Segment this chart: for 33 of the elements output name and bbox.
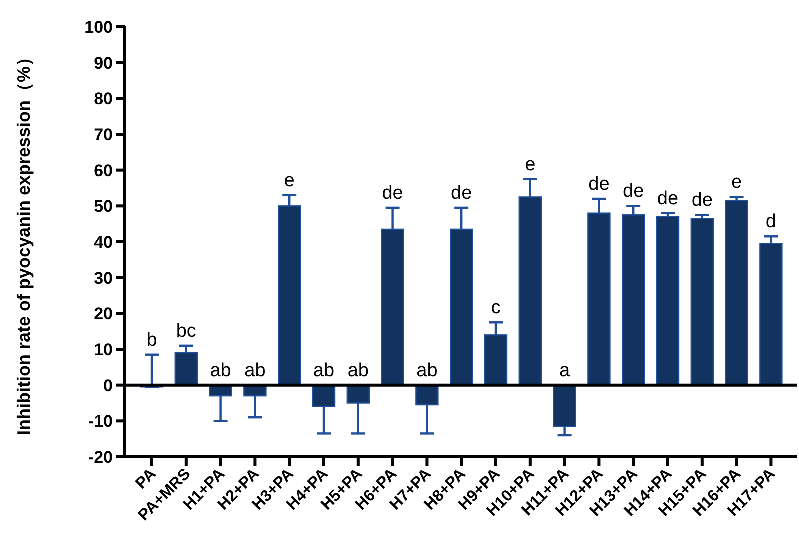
data-label: c — [491, 298, 501, 319]
data-label: ab — [348, 360, 369, 382]
data-label: de — [623, 181, 644, 202]
data-label: ab — [244, 360, 266, 382]
y-tick-label: 100 — [84, 18, 113, 37]
data-label: a — [560, 360, 571, 382]
data-label: ab — [313, 360, 335, 382]
y-axis-title: Inhibition rate of pyocyanin expression（%） — [14, 48, 34, 436]
y-tick-label: 50 — [94, 197, 113, 216]
data-label: ab — [210, 360, 232, 382]
y-tick-label: 20 — [94, 304, 113, 324]
data-label: b — [146, 330, 158, 351]
data-label: de — [588, 174, 610, 195]
y-tick-label: 70 — [94, 126, 113, 144]
y-tick-label: -20 — [88, 448, 113, 467]
data-label: de — [451, 182, 472, 204]
data-label: de — [382, 182, 404, 204]
data-label: ab — [416, 360, 438, 382]
y-tick-label: 10 — [94, 340, 113, 360]
y-tick-label: 80 — [94, 90, 113, 109]
y-tick-label: 0 — [104, 376, 113, 396]
data-label: e — [525, 154, 536, 176]
data-label: d — [766, 212, 776, 233]
y-tick-label: 90 — [94, 54, 113, 73]
data-label: de — [657, 188, 679, 210]
data-label: e — [732, 172, 742, 194]
y-tick-label: -10 — [88, 412, 113, 432]
data-label: e — [284, 170, 295, 192]
y-tick-label: 40 — [94, 233, 113, 252]
y-tick-label: 30 — [94, 268, 113, 288]
y-tick-label: 60 — [94, 161, 113, 180]
data-label: de — [692, 190, 713, 212]
data-label: bc — [176, 320, 196, 342]
